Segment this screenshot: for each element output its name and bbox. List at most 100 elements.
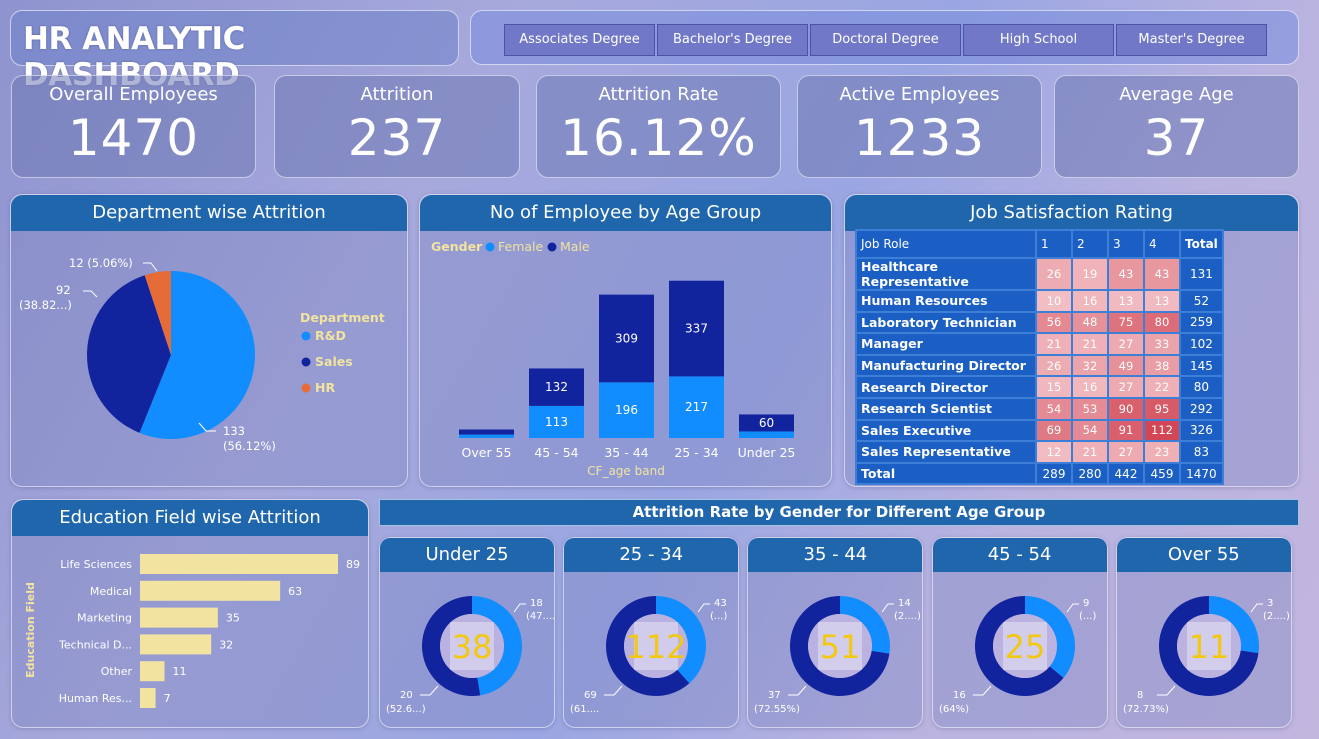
bar-male[interactable] — [529, 368, 584, 406]
table-cell[interactable]: 26 — [1035, 257, 1073, 291]
donut-slice-female[interactable] — [1024, 596, 1075, 678]
age-group-bar-chart[interactable]: Gender CF_age band Female Male Over 55 113 1… — [420, 195, 833, 488]
table-row[interactable]: Laboratory Technician 56 48 75 80 259 — [855, 310, 1224, 335]
table-cell[interactable]: 12 — [1035, 440, 1073, 464]
table-cell[interactable]: 75 — [1107, 310, 1145, 335]
table-row[interactable]: Sales Representative 12 21 27 23 83 — [855, 440, 1224, 464]
table-cell[interactable]: 442 — [1107, 461, 1145, 486]
donut-chart[interactable]: 51 14 (2....) 37 (72.55%) — [748, 538, 924, 729]
table-cell[interactable]: 27 — [1107, 440, 1145, 464]
table-cell[interactable]: 19 — [1071, 257, 1109, 291]
column-header[interactable]: Total — [1179, 229, 1224, 259]
table-cell[interactable]: 32 — [1071, 353, 1109, 378]
column-header[interactable]: Job Role — [855, 229, 1037, 259]
pie-slice-rd[interactable] — [139, 271, 256, 439]
column-header[interactable]: 1 — [1035, 229, 1073, 259]
table-cell[interactable]: 23 — [1143, 440, 1181, 464]
bar[interactable] — [140, 688, 156, 708]
donut-panel-4554[interactable]: 45 - 54 25 9 (...) 16 (64%) — [931, 537, 1109, 729]
pie-slice-sales[interactable] — [87, 275, 171, 433]
pie-slice-hr[interactable] — [144, 271, 171, 355]
department-attrition-panel[interactable]: Department wise Attrition Department 133… — [10, 194, 408, 487]
table-cell[interactable]: 27 — [1107, 375, 1145, 399]
legend-item[interactable]: R&D — [315, 328, 346, 343]
donut-chart[interactable]: 11 3 (2....) 8 (72.73%) — [1117, 538, 1293, 729]
department-pie-chart[interactable]: Department 133(56.12%) 92(38.82...) 12 (5.… — [11, 195, 409, 488]
bar[interactable] — [140, 580, 281, 601]
bar-male[interactable] — [599, 294, 654, 383]
table-row[interactable]: Research Director 15 16 27 22 80 — [855, 375, 1224, 399]
donut-panel-over55[interactable]: Over 55 11 3 (2....) 8 (72.73%) — [1115, 537, 1293, 729]
table-cell[interactable]: 10 — [1035, 289, 1073, 313]
legend-item[interactable]: Male — [560, 239, 590, 254]
table-cell[interactable]: 13 — [1143, 289, 1181, 313]
table-row[interactable]: Manager 21 21 27 33 102 — [855, 332, 1224, 356]
donut-panel-2534[interactable]: 25 - 34 112 43 (...) 69 (61.... — [563, 537, 740, 729]
slicer-associates-degree[interactable]: Associates Degree — [504, 24, 655, 56]
donut-slice-female[interactable] — [472, 596, 522, 696]
table-cell[interactable]: 48 — [1071, 310, 1109, 335]
column-header[interactable]: 2 — [1071, 229, 1109, 259]
table-cell[interactable]: 22 — [1143, 375, 1181, 399]
table-cell[interactable]: 69 — [1035, 418, 1073, 443]
donut-slice-male[interactable] — [974, 596, 1064, 696]
bar-female[interactable] — [669, 376, 724, 438]
donut-slice-female[interactable] — [840, 596, 891, 654]
slicer-high-school[interactable]: High School — [963, 24, 1114, 56]
table-cell[interactable]: 112 — [1143, 418, 1181, 443]
bar-male[interactable] — [669, 280, 724, 377]
donut-slice-female[interactable] — [1208, 596, 1259, 654]
table-cell[interactable]: 56 — [1035, 310, 1073, 335]
table-row[interactable]: Manufacturing Director 26 32 49 38 145 — [855, 353, 1224, 378]
donut-chart[interactable]: 112 43 (...) 69 (61.... — [564, 538, 740, 729]
bar[interactable] — [140, 607, 218, 628]
table-cell[interactable]: 280 — [1071, 461, 1109, 486]
donut-slice-male[interactable] — [422, 596, 481, 696]
bar-male[interactable] — [739, 414, 794, 432]
table-cell[interactable]: 43 — [1107, 257, 1145, 291]
table-cell[interactable]: 53 — [1071, 396, 1109, 421]
slicer-masters-degree[interactable]: Master's Degree — [1116, 24, 1267, 56]
legend-item[interactable]: Female — [498, 239, 544, 254]
table-cell[interactable]: 80 — [1143, 310, 1181, 335]
slicer-doctoral-degree[interactable]: Doctoral Degree — [810, 24, 961, 56]
bar[interactable] — [140, 554, 338, 574]
table-cell[interactable]: 21 — [1035, 332, 1073, 356]
bar-female[interactable] — [459, 434, 514, 438]
table-row[interactable]: Human Resources 10 16 13 13 52 — [855, 289, 1224, 313]
table-cell[interactable]: 21 — [1071, 440, 1109, 464]
legend-item[interactable]: HR — [315, 380, 335, 395]
donut-chart[interactable]: 38 18 (47....) 20 (52.6...) — [380, 538, 556, 729]
bar[interactable] — [140, 661, 165, 682]
bar-male[interactable] — [459, 429, 514, 435]
bar-female[interactable] — [739, 431, 794, 438]
table-cell[interactable]: 27 — [1107, 332, 1145, 356]
table-cell[interactable]: 33 — [1143, 332, 1181, 356]
column-header[interactable]: 4 — [1143, 229, 1181, 259]
slicer-bachelors-degree[interactable]: Bachelor's Degree — [657, 24, 808, 56]
table-row[interactable]: Research Scientist 54 53 90 95 292 — [855, 396, 1224, 421]
table-cell[interactable]: 38 — [1143, 353, 1181, 378]
donut-slice-female[interactable] — [656, 596, 707, 684]
job-satisfaction-panel[interactable]: Job Satisfaction Rating Job Role 1 2 3 4… — [844, 194, 1299, 487]
table-cell[interactable]: 43 — [1143, 257, 1181, 291]
table-row[interactable]: Healthcare Representative 26 19 43 43 131 — [855, 257, 1224, 291]
legend-item[interactable]: Sales — [315, 354, 353, 369]
donut-slice-male[interactable] — [790, 596, 890, 696]
table-cell[interactable]: 289 — [1035, 461, 1073, 486]
table-cell[interactable]: 16 — [1071, 289, 1109, 313]
donut-panel-3544[interactable]: 35 - 44 51 14 (2....) 37 (72.55%) — [747, 537, 924, 729]
job-satisfaction-matrix[interactable]: Job Role 1 2 3 4 Total Healthcare Repres… — [855, 229, 1224, 486]
column-header[interactable]: 3 — [1107, 229, 1145, 259]
table-cell[interactable]: 54 — [1071, 418, 1109, 443]
table-cell[interactable]: 90 — [1107, 396, 1145, 421]
education-field-panel[interactable]: Education Field wise Attrition Education… — [11, 499, 369, 728]
donut-slice-male[interactable] — [1158, 596, 1259, 696]
table-cell[interactable]: 49 — [1107, 353, 1145, 378]
bar[interactable] — [140, 634, 212, 655]
donut-panel-under25[interactable]: Under 25 38 18 (47....) 20 (52.6...) — [379, 537, 556, 729]
table-cell[interactable]: 16 — [1071, 375, 1109, 399]
donut-chart[interactable]: 25 9 (...) 16 (64%) — [933, 538, 1109, 729]
table-cell[interactable]: 459 — [1143, 461, 1181, 486]
table-cell[interactable]: 95 — [1143, 396, 1181, 421]
